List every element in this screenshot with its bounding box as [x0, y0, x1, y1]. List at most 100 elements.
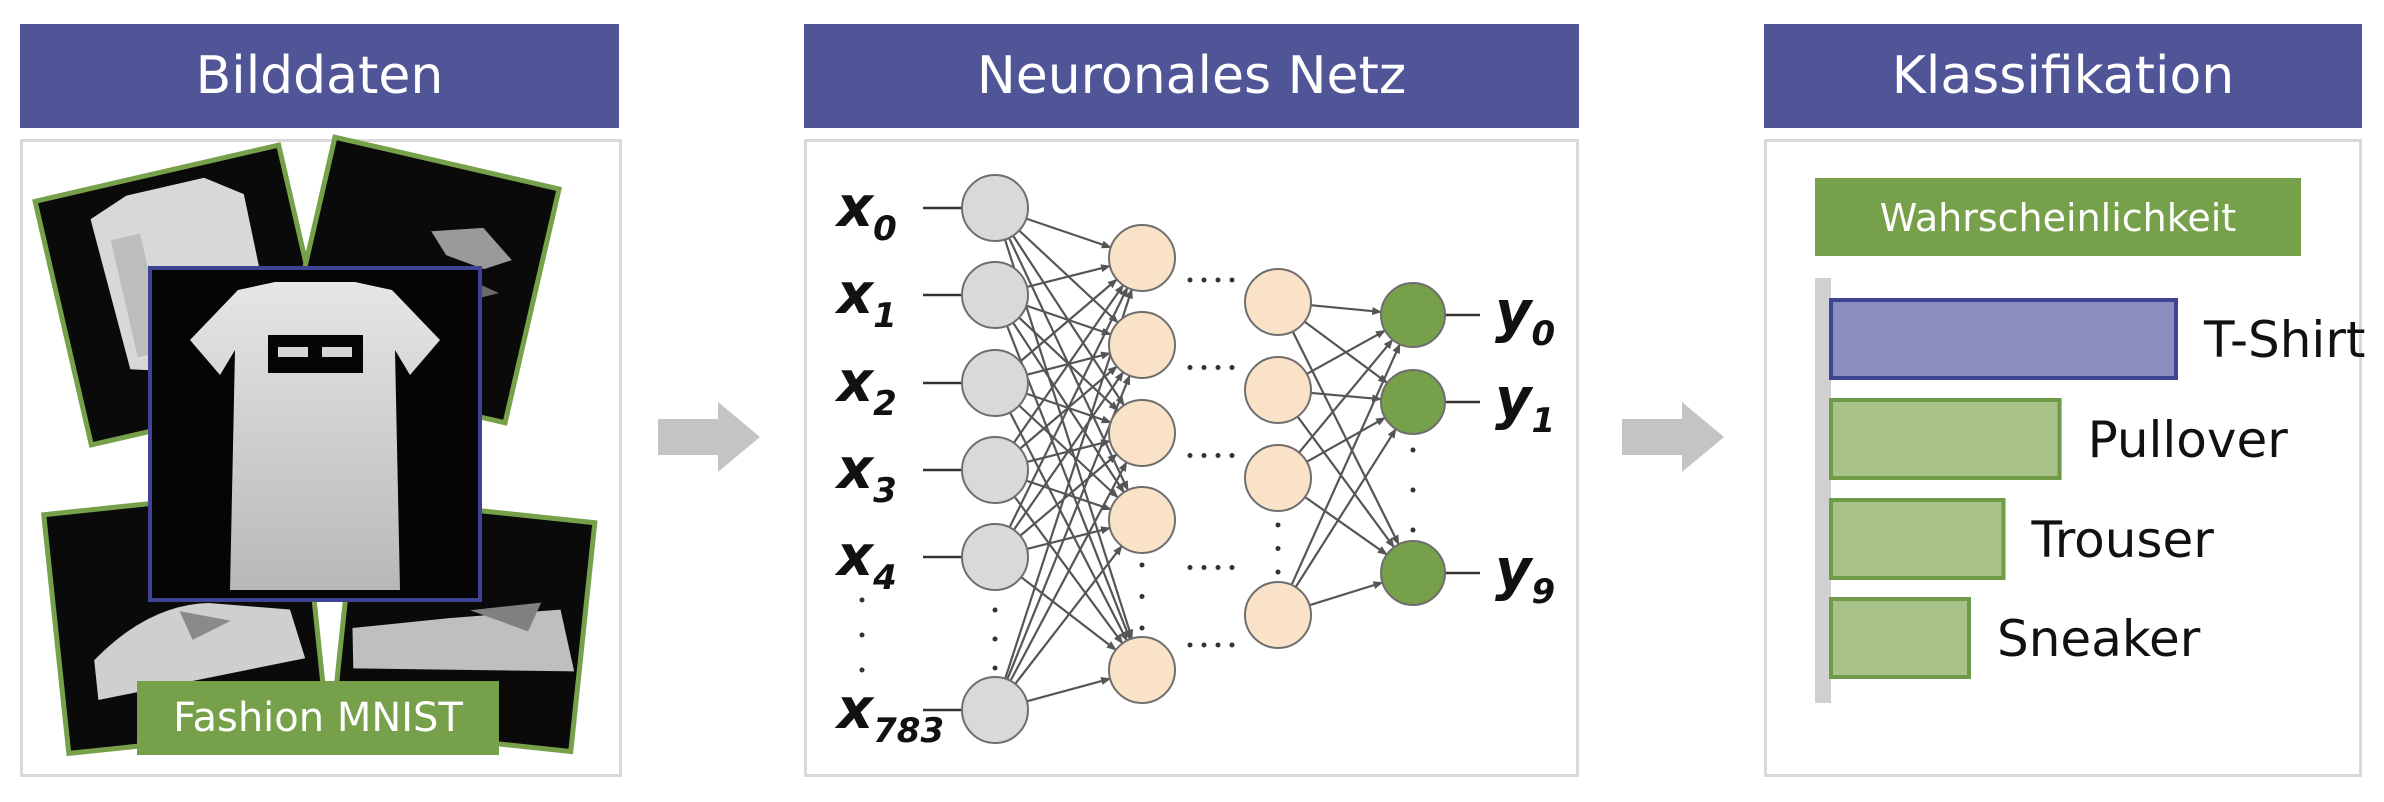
network-nodes	[961, 174, 1446, 744]
network-edge	[1026, 264, 1111, 289]
network-edge	[1296, 415, 1395, 549]
ellipsis-dot	[1229, 642, 1235, 648]
dataset-label-box	[137, 681, 499, 755]
bar-label: Sneaker	[1997, 610, 2201, 668]
hidden-node	[1244, 356, 1312, 424]
network-edge	[1304, 496, 1388, 556]
ellipsis-dot	[1410, 447, 1416, 453]
ellipsis-dot	[1201, 565, 1207, 570]
bar-label: T-Shirt	[2203, 311, 2365, 369]
ellipsis-dot	[992, 636, 998, 642]
panel-network	[804, 139, 1579, 777]
bar-label: Trouser	[2031, 511, 2215, 569]
output-label: y9	[1495, 538, 1555, 612]
ellipsis-dot	[1187, 453, 1193, 458]
input-label: x3	[834, 437, 897, 511]
output-node	[1380, 540, 1446, 606]
legend-box	[1815, 178, 2301, 256]
hidden-node	[1244, 444, 1312, 512]
header-classification: Klassifikation	[1764, 24, 2362, 128]
ellipsis-dot	[992, 665, 998, 671]
probability-bars: T-Shirt Pullover Trouser Sneaker	[1829, 298, 2365, 679]
ellipsis-dot	[859, 632, 865, 638]
ellipsis-dot	[1410, 487, 1416, 493]
ellipsis-dot	[1229, 365, 1235, 370]
probability-bar	[1829, 298, 2178, 380]
ellipsis-dot	[1229, 277, 1235, 283]
bar-axis	[1815, 278, 1831, 703]
network-ellipses	[859, 277, 1416, 673]
output-label: y0	[1495, 280, 1555, 354]
header-network-title: Neuronales Netz	[976, 46, 1407, 106]
network-edge	[1009, 461, 1128, 682]
probability-bar	[1829, 398, 2062, 480]
input-labels: x0 x1 x2 x3 x4 x783	[834, 175, 944, 751]
ellipsis-dot	[1187, 565, 1193, 570]
network-edge	[1291, 331, 1400, 546]
hidden-node	[1108, 224, 1176, 292]
ellipsis-dot	[1275, 569, 1281, 575]
input-node	[961, 523, 1029, 591]
network-edge	[1026, 526, 1111, 551]
fashion-image-stack: Fashion MNIST	[32, 134, 598, 757]
flow-arrow-1	[658, 402, 760, 472]
hidden-node	[1108, 399, 1176, 467]
dataset-label: Fashion MNIST	[173, 695, 463, 741]
network-edge	[1019, 453, 1118, 537]
ellipsis-dot	[1215, 642, 1221, 648]
network-edge	[1012, 371, 1125, 531]
network-edge	[1026, 677, 1112, 703]
ellipsis-dot	[1201, 642, 1207, 648]
network-edge	[1298, 338, 1394, 454]
ellipsis-dot	[859, 597, 865, 603]
output-label: y1	[1495, 367, 1555, 441]
ellipsis-dot	[1229, 565, 1235, 570]
network-edge	[1306, 416, 1386, 463]
ellipsis-dot	[1275, 546, 1281, 551]
network-edges	[923, 206, 1480, 712]
input-node	[961, 676, 1029, 744]
flow-arrow-2	[1622, 402, 1724, 472]
ellipsis-dot	[1275, 522, 1281, 528]
ellipsis-dot	[1139, 562, 1145, 568]
header-network: Neuronales Netz	[804, 24, 1579, 128]
ellipsis-dot	[1229, 453, 1235, 458]
ellipsis-dot	[1187, 365, 1193, 370]
input-label: x4	[834, 524, 897, 598]
input-label: x1	[834, 262, 897, 336]
ellipsis-dot	[1201, 365, 1207, 370]
header-image-data-title: Bilddaten	[195, 46, 444, 106]
hidden-node	[1108, 311, 1176, 379]
network-edge	[1019, 278, 1118, 363]
network-edge	[1014, 545, 1123, 685]
input-node	[961, 174, 1029, 242]
output-node	[1380, 282, 1446, 348]
network-edge	[1294, 428, 1397, 588]
thumbnail-tshirt	[148, 266, 482, 602]
input-node	[961, 349, 1029, 417]
ellipsis-dot	[1410, 527, 1416, 533]
network-edge	[1012, 284, 1125, 444]
output-labels: y0 y1 y9	[1495, 280, 1555, 612]
hidden-node	[1108, 486, 1176, 554]
network-edge	[1309, 581, 1384, 607]
ellipsis-dot	[1215, 277, 1221, 283]
ellipsis-dot	[1139, 594, 1145, 599]
probability-bar	[1829, 498, 2006, 580]
ellipsis-dot	[859, 667, 865, 673]
bar-label: Pullover	[2088, 411, 2289, 469]
input-label: x783	[834, 677, 944, 751]
hidden-node	[1244, 581, 1312, 649]
input-node	[961, 261, 1029, 329]
output-node	[1380, 369, 1446, 435]
network-edge	[1310, 304, 1383, 316]
legend-label: Wahrscheinlichkeit	[1880, 196, 2237, 240]
ellipsis-dot	[1215, 365, 1221, 370]
input-label: x0	[834, 175, 897, 249]
input-node	[961, 436, 1029, 504]
probability-bar	[1829, 597, 1971, 679]
network-edge	[1025, 217, 1112, 249]
network-edge	[1306, 329, 1386, 375]
ellipsis-dot	[1215, 453, 1221, 458]
